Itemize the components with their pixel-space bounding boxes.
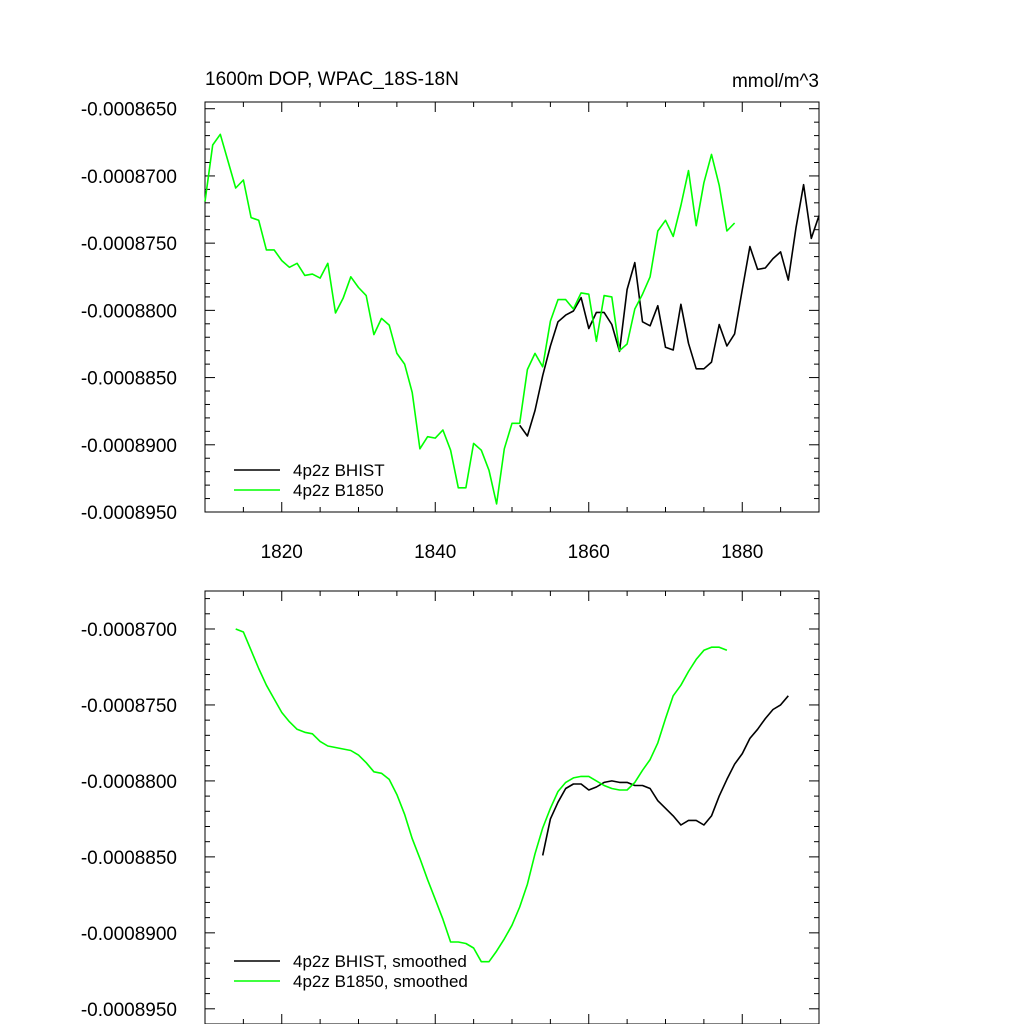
top-y-tick-label: -0.0008950 (81, 503, 177, 524)
top-series-line-b1850 (204, 133, 736, 505)
bottom-legend: 4p2z BHIST, smoothed 4p2z B1850, smoothe… (234, 952, 468, 991)
top-legend: 4p2z BHIST 4p2z B1850 (234, 461, 385, 500)
top-x-tick-label: 1860 (568, 542, 610, 563)
bottom-y-tick-label: -0.0008900 (81, 924, 177, 945)
top-series (204, 133, 820, 505)
top-legend-label-bhist: 4p2z BHIST (293, 461, 385, 480)
bottom-legend-label-bhist: 4p2z BHIST, smoothed (293, 952, 467, 971)
top-y-tick-label: -0.0008650 (81, 100, 177, 121)
bottom-series-line-b1850 (235, 628, 728, 963)
bottom-y-tick-label: -0.0008700 (81, 620, 177, 641)
bottom-ticks: -0.0008700 -0.0008750 -0.0008800 -0.0008850… (81, 591, 820, 1024)
bottom-series (235, 628, 789, 963)
top-panel: 1820 1840 1860 1880 -0.0008650 -0.0008700 -0.0… (81, 69, 820, 563)
bottom-y-tick-label: -0.0008750 (81, 696, 177, 717)
top-ticks: 1820 1840 1860 1880 -0.0008650 -0.0008700 -0.0… (81, 100, 820, 563)
bottom-series-line-bhist (541, 695, 789, 856)
bottom-y-tick-label: -0.0008850 (81, 848, 177, 869)
top-chart-units: mmol/m^3 (732, 71, 819, 92)
top-y-tick-label: -0.0008800 (81, 301, 177, 322)
top-x-tick-label: 1820 (261, 542, 303, 563)
top-y-tick-label: -0.0008900 (81, 436, 177, 457)
top-legend-label-b1850: 4p2z B1850 (293, 481, 384, 500)
bottom-panel: -0.0008700 -0.0008750 -0.0008800 -0.0008850… (81, 590, 820, 1024)
top-y-tick-label: -0.0008700 (81, 167, 177, 188)
bottom-legend-label-b1850: 4p2z B1850, smoothed (293, 972, 468, 991)
top-y-tick-label: -0.0008850 (81, 369, 177, 390)
bottom-y-tick-label: -0.0008950 (81, 1000, 177, 1021)
top-series-line-bhist (519, 183, 820, 437)
bottom-y-tick-label: -0.0008800 (81, 772, 177, 793)
top-x-tick-label: 1840 (414, 542, 456, 563)
top-y-tick-label: -0.0008750 (81, 234, 177, 255)
top-x-tick-label: 1880 (721, 542, 763, 563)
top-chart-title: 1600m DOP, WPAC_18S-18N (205, 69, 459, 90)
top-plot-frame (204, 101, 820, 513)
